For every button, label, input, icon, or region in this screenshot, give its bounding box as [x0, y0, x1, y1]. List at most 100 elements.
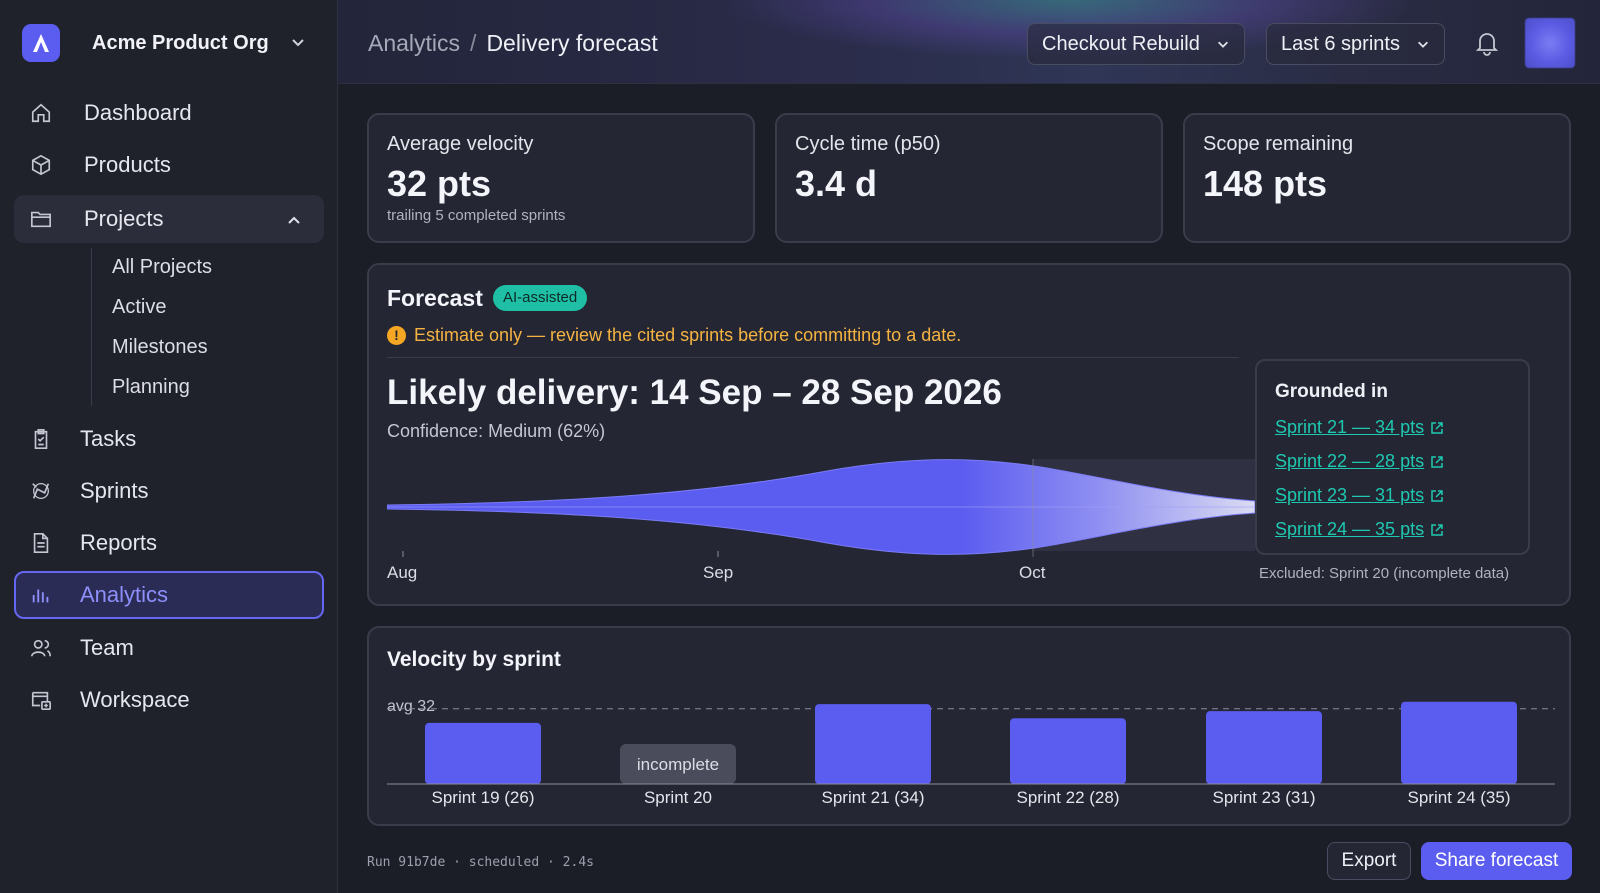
bar [1206, 711, 1322, 784]
bar [1401, 701, 1517, 784]
users-icon [31, 639, 51, 657]
grounded-link[interactable]: Sprint 21 — 34 pts [1275, 417, 1444, 438]
nav-label: Tasks [80, 426, 137, 451]
forecast-warning: ! Estimate only — review the cited sprin… [387, 325, 961, 346]
bar-category-label: Sprint 23 (31) [1212, 788, 1316, 807]
nav-label: Projects [84, 206, 164, 231]
ai-badge: AI-assisted [493, 285, 588, 311]
nav-label: Analytics [80, 582, 169, 607]
nav-team[interactable]: Team [14, 624, 324, 672]
sidebar: Acme Product Org Dashboard Products Proj… [0, 0, 338, 893]
org-switcher[interactable]: Acme Product Org [22, 24, 312, 62]
forecast-distribution [387, 459, 1255, 557]
stat-label: Scope remaining [1203, 133, 1354, 155]
project-select-value: Checkout Rebuild [1042, 32, 1200, 55]
sub-milestones[interactable]: Milestones [112, 336, 208, 358]
nav-workspace[interactable]: Workspace [14, 676, 324, 724]
stat-card-scope: Scope remaining 148 pts [1183, 113, 1571, 243]
chevron-down-icon [1217, 41, 1228, 48]
stat-value: 3.4 d [795, 163, 878, 204]
chevron-down-icon[interactable] [290, 34, 306, 50]
sub-active[interactable]: Active [112, 296, 167, 318]
warning-icon: ! [387, 326, 406, 345]
nav-label: Dashboard [84, 100, 192, 125]
grounded-link-text: Sprint 21 — 34 pts [1275, 417, 1425, 437]
nav-reports[interactable]: Reports [14, 519, 324, 567]
org-logo [22, 24, 60, 62]
grounded-link[interactable]: Sprint 24 — 35 pts [1275, 519, 1444, 540]
velocity-card: Velocity by sprint avg 32 incomplete Spr… [367, 626, 1571, 826]
axis-label-oct: Oct [1019, 563, 1046, 582]
bar-category-label: Sprint 22 (28) [1016, 788, 1120, 807]
projects-submenu: All Projects Active Milestones Planning [91, 248, 311, 406]
project-select[interactable]: Checkout Rebuild [1027, 23, 1245, 65]
top-bar: Analytics / Delivery forecast Checkout Reb… [338, 0, 1600, 84]
nav-label: Products [84, 152, 171, 177]
nav-products[interactable]: Products [14, 141, 324, 189]
sub-all-projects[interactable]: All Projects [112, 256, 213, 278]
breadcrumb: Analytics / Delivery forecast [368, 30, 658, 57]
incomplete-label: incomplete [637, 755, 719, 774]
chevron-down-icon [1417, 41, 1428, 48]
axis-label-sep: Sep [703, 563, 734, 582]
stat-label: Cycle time (p50) [795, 133, 941, 155]
nav-projects[interactable]: Projects [14, 195, 324, 243]
bar [815, 704, 931, 784]
velocity-title: Velocity by sprint [387, 648, 561, 671]
share-forecast-button[interactable]: Share forecast [1421, 842, 1572, 880]
bar-category-label: Sprint 19 (26) [431, 788, 535, 807]
bell-icon[interactable] [1475, 30, 1499, 56]
nav-dashboard[interactable]: Dashboard [14, 89, 324, 137]
cube-icon [31, 154, 51, 176]
stat-card-cycle-time: Cycle time (p50) 3.4 d [775, 113, 1163, 243]
stat-sub: trailing 5 completed sprints [387, 207, 566, 224]
stat-value: 32 pts [387, 163, 492, 204]
grounded-link[interactable]: Sprint 23 — 31 pts [1275, 485, 1444, 506]
workspace-icon [31, 691, 51, 710]
confidence-text: Confidence: Medium (62%) [387, 421, 606, 441]
external-link-icon [1431, 523, 1443, 536]
sub-planning[interactable]: Planning [112, 376, 190, 398]
avg-label: avg 32 [387, 698, 436, 715]
nav-label: Team [80, 635, 134, 660]
page-title: Delivery forecast [486, 30, 658, 56]
external-link-icon [1431, 455, 1443, 468]
nav-tasks[interactable]: Tasks [14, 415, 324, 463]
folder-icon [31, 211, 51, 228]
grounded-link-text: Sprint 23 — 31 pts [1275, 485, 1425, 505]
forecast-card: Forecast AI-assisted ! Estimate only — r… [367, 263, 1571, 606]
axis-label-aug: Aug [387, 563, 418, 582]
warning-text: Estimate only — review the cited sprints… [414, 325, 962, 345]
grounded-title: Grounded in [1275, 381, 1388, 402]
grounded-link-text: Sprint 22 — 28 pts [1275, 451, 1425, 471]
velocity-chart: incomplete [387, 701, 1555, 785]
external-link-icon [1431, 421, 1443, 434]
grounded-link-text: Sprint 24 — 35 pts [1275, 519, 1425, 539]
nav-label: Workspace [80, 687, 190, 712]
chevron-up-icon[interactable] [286, 212, 302, 228]
bar [1010, 718, 1126, 784]
export-button[interactable]: Export [1327, 842, 1411, 880]
range-select[interactable]: Last 6 sprints [1266, 23, 1445, 65]
run-info: Run 91b7de · scheduled · 2.4s [367, 855, 594, 870]
nav-sprints[interactable]: Sprints [14, 467, 324, 515]
grounded-link[interactable]: Sprint 22 — 28 pts [1275, 451, 1444, 472]
sprint-icon [32, 483, 50, 499]
nav-label: Reports [80, 530, 158, 555]
bar-category-label: Sprint 24 (35) [1407, 788, 1511, 807]
avatar[interactable] [1525, 18, 1575, 68]
org-name: Acme Product Org [92, 31, 269, 54]
document-icon [33, 533, 49, 553]
bar-chart-icon [32, 589, 49, 603]
bar-category-label: Sprint 20 [643, 788, 713, 807]
stat-value: 148 pts [1203, 163, 1328, 204]
grounded-panel: Grounded in Sprint 21 — 34 pts Sprint 22… [1255, 359, 1530, 555]
breadcrumb-root[interactable]: Analytics [368, 30, 461, 56]
range-select-value: Last 6 sprints [1281, 32, 1400, 55]
bar [425, 722, 541, 784]
nav-analytics[interactable]: Analytics [14, 571, 324, 619]
external-link-icon [1431, 489, 1443, 502]
logo-a-icon [33, 34, 49, 52]
breadcrumb-separator: / [470, 30, 477, 56]
bar-category-label: Sprint 21 (34) [821, 788, 925, 807]
